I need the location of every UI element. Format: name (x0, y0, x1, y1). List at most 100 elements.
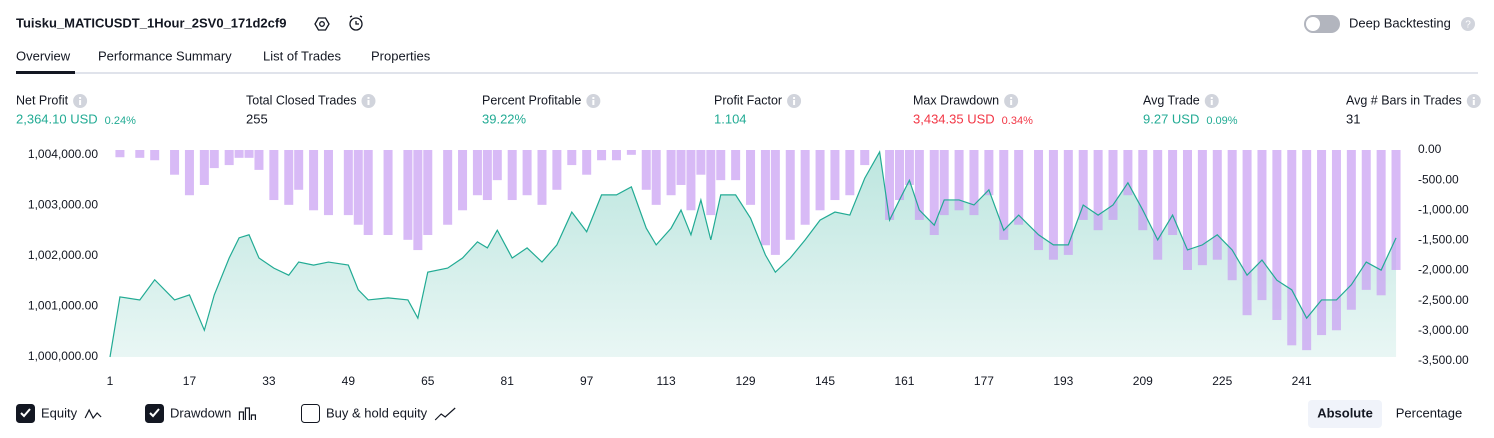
drawdown-bar (1227, 150, 1237, 281)
tab[interactable]: Properties (371, 48, 431, 63)
deep-backtesting-toggle[interactable] (1304, 15, 1340, 33)
drawdown-bar (199, 150, 209, 185)
y2-tick-label: -2,500.00 (1418, 293, 1469, 307)
drawdown-bar (1331, 150, 1341, 331)
x-tick-label: 145 (815, 374, 835, 388)
metric-value: 9.27 USD (1143, 111, 1199, 126)
y-tick-label: 1,004,000.00 (28, 147, 98, 161)
drawdown-bar (1182, 150, 1192, 270)
drawdown-bar (343, 150, 353, 216)
x-tick-label: 81 (501, 374, 515, 388)
metric-label: Total Closed Trades (246, 93, 356, 107)
settings-icon[interactable] (314, 17, 330, 31)
drawdown-bar (1317, 150, 1327, 336)
drawdown-bar (294, 150, 304, 190)
metric-label: Percent Profitable (482, 93, 581, 107)
drawdown-bar (1048, 150, 1058, 260)
y-tick-label: 1,000,000.00 (28, 349, 98, 363)
strategy-title: Tuisku_MATICUSDT_1Hour_2SV0_171d2cf9 (16, 15, 286, 30)
y-tick-label: 1,002,000.00 (28, 248, 98, 262)
tab[interactable]: Performance Summary (98, 48, 232, 63)
drawdown-bar (676, 150, 686, 185)
x-tick-label: 129 (736, 374, 756, 388)
info-icon[interactable] (1204, 94, 1219, 108)
drawdown-bar (800, 150, 810, 225)
drawdown-bar (150, 150, 160, 161)
metric-extra: 0.09% (1206, 115, 1237, 127)
x-tick-label: 17 (183, 374, 197, 388)
drawdown-bar (1287, 150, 1297, 346)
legend-label: Drawdown (170, 405, 231, 420)
metric-label: Profit Factor (714, 93, 782, 107)
drawdown-bar (651, 150, 661, 205)
info-icon[interactable] (586, 94, 601, 108)
info-icon[interactable] (73, 94, 88, 108)
y2-tick-label: -500.00 (1418, 172, 1459, 186)
drawdown-bar (716, 150, 726, 181)
drawdown-bar (686, 150, 696, 211)
drawdown-bar (706, 150, 716, 216)
x-tick-label: 193 (1053, 374, 1073, 388)
legend-checkbox[interactable] (301, 404, 320, 423)
drawdown-bar (760, 150, 770, 246)
mode-button[interactable]: Percentage (1396, 405, 1463, 420)
legend-label: Buy & hold equity (326, 405, 428, 420)
metric-value: 31 (1346, 111, 1360, 126)
x-tick-label: 209 (1133, 374, 1153, 388)
drawdown-bar (666, 150, 676, 196)
y2-tick-label: -3,500.00 (1418, 353, 1469, 367)
drawdown-bar (1034, 150, 1044, 251)
drawdown-bar (482, 150, 492, 201)
info-dot (1210, 97, 1213, 99)
drawdown-bar (626, 150, 636, 155)
info-bar (1010, 100, 1013, 105)
tab[interactable]: List of Trades (263, 48, 342, 63)
legend-checkbox[interactable] (16, 404, 35, 423)
info-dot (1472, 97, 1475, 99)
drawdown-bar (929, 150, 939, 236)
mode-button[interactable]: Absolute (1317, 405, 1373, 420)
legend-checkbox[interactable] (145, 404, 164, 423)
info-icon[interactable] (1466, 94, 1481, 108)
metric-label: Net Profit (16, 93, 69, 107)
drawdown-bar (363, 150, 373, 236)
drawdown-bar (1138, 150, 1148, 231)
tab[interactable]: Overview (16, 48, 71, 63)
info-bar (793, 100, 796, 105)
drawdown-bar (383, 150, 393, 236)
drawdown-bar (1302, 150, 1312, 351)
info-icon[interactable] (787, 94, 802, 108)
drawdown-bar (1212, 150, 1222, 260)
info-dot (79, 97, 82, 99)
info-bar (592, 100, 595, 105)
x-tick-label: 161 (894, 374, 914, 388)
toggle-label: Deep Backtesting (1349, 15, 1451, 30)
drawdown-bar (830, 150, 840, 201)
drawdown-bar (1123, 150, 1133, 196)
drawdown-bar (1242, 150, 1252, 316)
drawdown-bar (269, 150, 279, 201)
drawdown-bar (552, 150, 562, 190)
drawdown-bar (815, 150, 825, 211)
drawdown-bar (1346, 150, 1356, 310)
active-mode-bg (1308, 400, 1382, 428)
drawdown-bar (770, 150, 780, 255)
info-icon[interactable] (1004, 94, 1019, 108)
drawdown-bar (984, 150, 994, 196)
info-bar (1472, 100, 1475, 105)
info-dot (793, 97, 796, 99)
info-dot (592, 97, 595, 99)
info-bar (367, 100, 370, 105)
drawdown-bar (1063, 150, 1073, 255)
drawdown-bar (224, 150, 234, 166)
drawdown-bar (845, 150, 855, 196)
metric-label: Avg Trade (1143, 93, 1200, 107)
drawdown-bar (234, 150, 244, 158)
checkbox-box (301, 404, 320, 423)
alert-icon[interactable] (349, 15, 363, 31)
drawdown-bar (522, 150, 532, 196)
drawdown-bar (1078, 150, 1088, 220)
help-icon[interactable]: ? (1461, 17, 1475, 31)
drawdown-bar (1361, 150, 1371, 290)
info-icon[interactable] (361, 94, 376, 108)
